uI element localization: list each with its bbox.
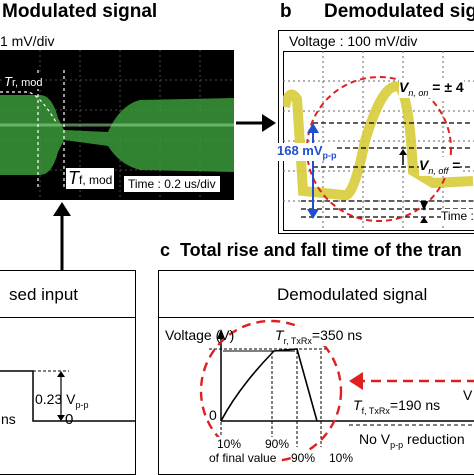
input-ns: ns — [1, 411, 16, 427]
rise-time-label: Tr, mod — [4, 74, 43, 89]
von-label: Vn, on = ± 4 — [399, 79, 464, 98]
input-zero: 0 — [65, 411, 74, 428]
input-box: sed input 0.23 Vp-p ns 0 — [0, 270, 136, 475]
fall-time-total: Tf, TxRx=190 ns — [351, 397, 443, 416]
panel-b-voltage-scale: Voltage : 100 mV/div — [289, 33, 418, 49]
vpp-label: 168 mVp-p — [277, 143, 337, 161]
fall-time-label: Tf, mod — [66, 168, 115, 189]
panel-c-title: Total rise and fall time of the tran — [180, 240, 462, 260]
pct10-left: 10% — [217, 437, 242, 451]
no-vpp-reduction: No Vp-p reduction — [359, 431, 465, 450]
voff-label: Vn, off = — [419, 157, 461, 176]
input-amplitude: 0.23 Vp-p — [35, 391, 89, 410]
panel-c-letter: c — [160, 240, 171, 260]
panel-b-plot — [283, 51, 474, 229]
panel-a-title: Modulated signal — [2, 1, 158, 22]
pct10-left-caption: of final value — [209, 451, 277, 465]
pct90-left: 90% — [265, 437, 290, 451]
input-box-title: sed input — [9, 285, 78, 304]
panel-a-time-scale: Time : 0.2 us/div — [124, 176, 220, 192]
panel-b-letter: b — [280, 1, 292, 22]
panel-c-right-cut: V — [463, 387, 473, 403]
panel-c-box-title: Demodulated signal — [277, 285, 428, 304]
panel-c-box: Demodulated signal Voltage (V) 0 Tr, TxR… — [158, 270, 474, 475]
modulated-envelope — [0, 95, 64, 175]
panel-a-scope-svg — [0, 50, 234, 200]
panel-b-title: Demodulated sig — [324, 1, 474, 22]
pct10-right: 10% — [329, 451, 354, 465]
pct90-right: 90% — [291, 451, 316, 465]
demodulated-pulse — [220, 348, 318, 422]
voltage-axis-label: Voltage (V) — [165, 327, 235, 343]
arrow-input-to-a — [53, 202, 71, 270]
panel-c-zero: 0 — [209, 407, 217, 423]
arrow-a-to-b — [236, 114, 276, 132]
panel-a-scale: 1 mV/div — [0, 33, 55, 49]
panel-a-scope: Tr, mod Tf, mod Time : 0.2 us/div — [0, 50, 234, 200]
panel-b-scope: Voltage : 100 mV/div — [277, 30, 474, 234]
demodulated-trace — [283, 81, 474, 201]
panel-b-time-scale: Time : — [441, 209, 474, 223]
input-pulse — [0, 370, 135, 422]
rise-time-total: Tr, TxRx=350 ns — [273, 327, 365, 346]
